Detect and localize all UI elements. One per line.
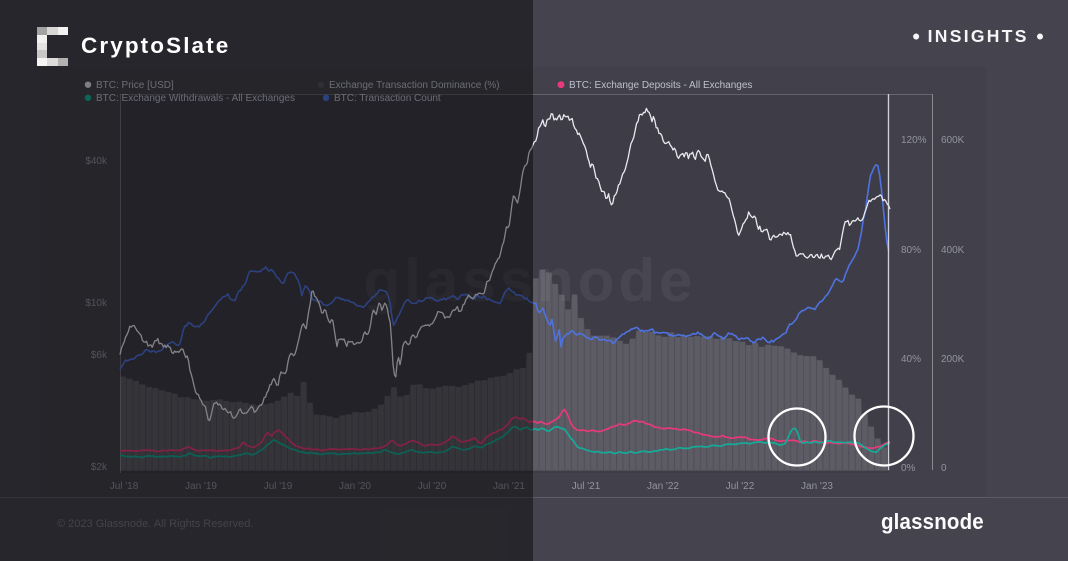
svg-text:Jan '23: Jan '23: [801, 481, 833, 492]
svg-text:200K: 200K: [941, 354, 965, 365]
svg-text:BTC: Price [USD]: BTC: Price [USD]: [96, 80, 174, 91]
svg-text:Jul '21: Jul '21: [572, 481, 601, 492]
svg-text:BTC: Transaction Count: BTC: Transaction Count: [334, 93, 441, 104]
svg-text:BTC: Exchange Withdrawals - Al: BTC: Exchange Withdrawals - All Exchange…: [96, 93, 295, 104]
svg-text:Jul '20: Jul '20: [418, 481, 447, 492]
svg-text:$40k: $40k: [85, 156, 108, 167]
svg-text:Exchange Transaction Dominance: Exchange Transaction Dominance (%): [329, 80, 500, 91]
svg-text:600K: 600K: [941, 135, 965, 146]
svg-text:80%: 80%: [901, 245, 921, 256]
svg-text:BTC: Exchange Deposits - All E: BTC: Exchange Deposits - All Exchanges: [569, 80, 752, 91]
svg-text:400K: 400K: [941, 245, 965, 256]
svg-text:Jan '22: Jan '22: [647, 481, 679, 492]
svg-text:© 2023 Glassnode. All Rights R: © 2023 Glassnode. All Rights Reserved.: [57, 518, 253, 530]
svg-text:Jan '19: Jan '19: [185, 481, 217, 492]
svg-text:$6k: $6k: [91, 350, 108, 361]
svg-text:Jan '20: Jan '20: [339, 481, 371, 492]
svg-text:40%: 40%: [901, 354, 921, 365]
svg-text:0: 0: [941, 463, 947, 474]
svg-text:Jul '19: Jul '19: [264, 481, 293, 492]
svg-text:$10k: $10k: [85, 298, 108, 309]
svg-text:glassnode: glassnode: [364, 247, 697, 314]
svg-text:120%: 120%: [901, 135, 927, 146]
svg-text:0%: 0%: [901, 463, 916, 474]
svg-text:$2k: $2k: [91, 462, 108, 473]
svg-text:Jul '18: Jul '18: [110, 481, 139, 492]
svg-text:Jul '22: Jul '22: [726, 481, 755, 492]
svg-text:Jan '21: Jan '21: [493, 481, 525, 492]
